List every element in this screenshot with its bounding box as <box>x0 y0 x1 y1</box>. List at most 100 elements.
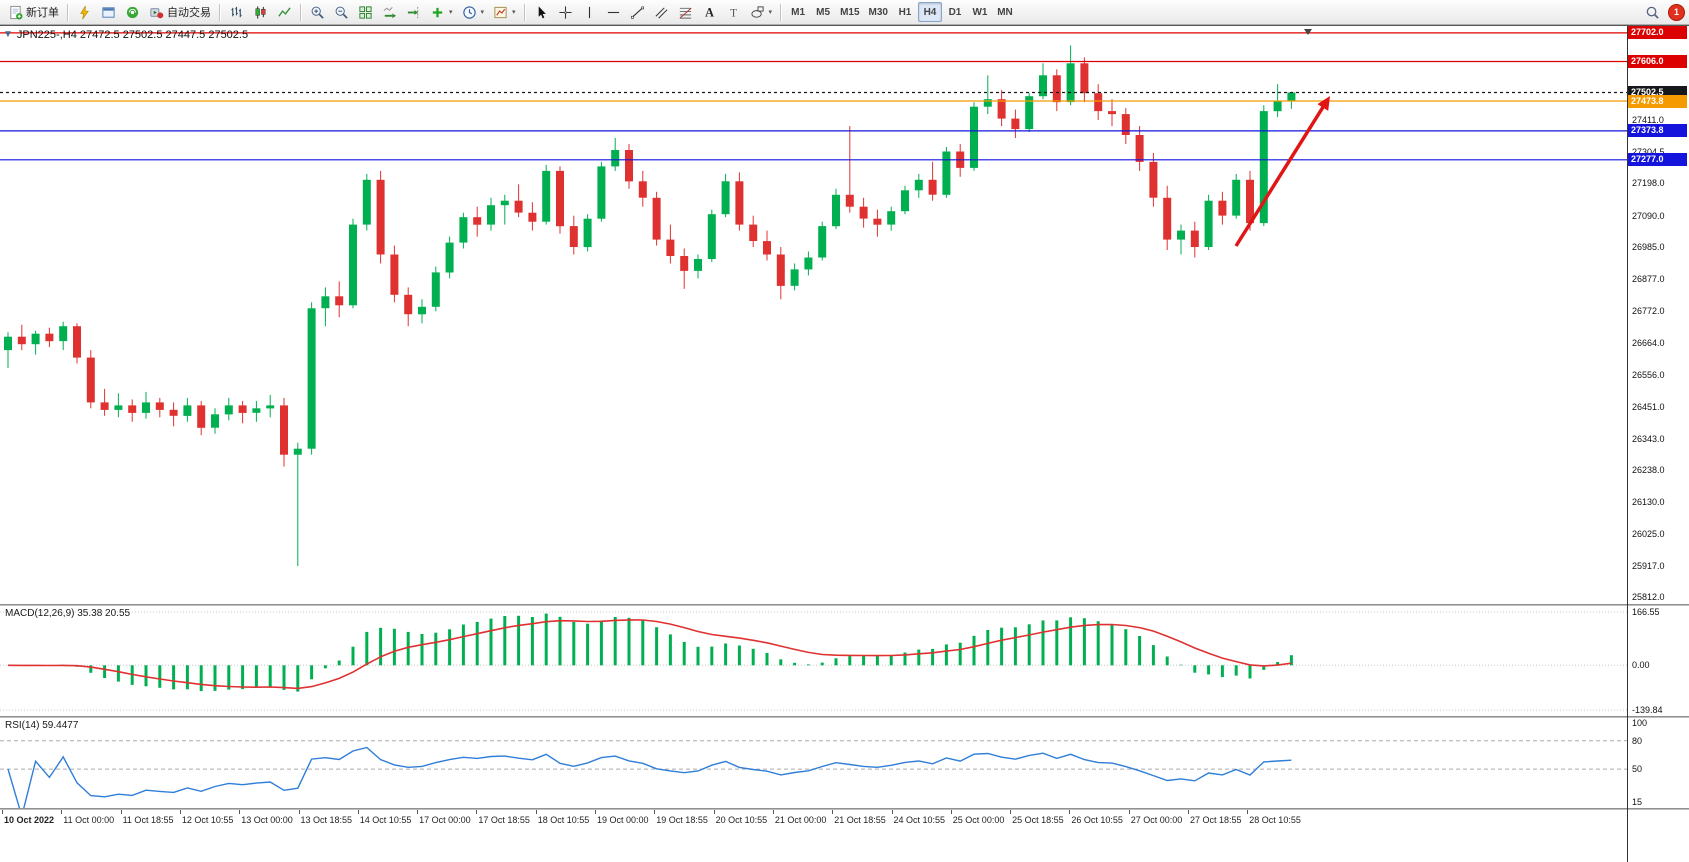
rsi-axis-label: 100 <box>1632 718 1648 728</box>
time-tick <box>832 810 834 814</box>
timeframe-D1[interactable]: D1 <box>948 6 962 18</box>
cursor-icon <box>534 5 549 20</box>
timeframe-MN[interactable]: MN <box>997 6 1013 18</box>
time-axis[interactable]: 10 Oct 2022 11 Oct 00:00 11 Oct 18:55 12 Oc… <box>0 810 1627 862</box>
zoom-in-icon <box>310 5 325 20</box>
price-chart-panel[interactable]: ▼ JPN225-,H4 27472.5 27502.5 27447.5 275… <box>0 26 1627 604</box>
bar-chart-mode-button[interactable] <box>225 2 248 22</box>
one-click-trading-toggle[interactable]: ▼ <box>3 29 13 40</box>
timeframe-H1[interactable]: H1 <box>898 6 912 18</box>
indicators-dropdown-arrow[interactable]: ▾ <box>449 9 453 16</box>
timeframe-M5[interactable]: M5 <box>816 6 831 18</box>
shapes-dropdown-arrow[interactable]: ▾ <box>768 9 773 16</box>
clock-icon <box>462 5 477 20</box>
zoom-in-button[interactable] <box>306 2 329 22</box>
time-axis-label: 26 Oct 10:55 <box>1071 815 1123 825</box>
timeframe-M30[interactable]: M30 <box>868 6 888 18</box>
search-button[interactable] <box>1641 2 1664 22</box>
macd-indicator-panel[interactable]: MACD(12,26,9) 35.38 20.55 <box>0 606 1627 716</box>
toolbar-separator <box>300 3 302 21</box>
macd-axis-label: 166.55 <box>1632 607 1660 617</box>
line-chart-mode-button[interactable] <box>273 2 296 22</box>
templates-button[interactable]: ▾ <box>489 2 520 22</box>
chart-shift-button[interactable] <box>402 2 425 22</box>
timeframe-H4[interactable]: H4 <box>917 2 942 22</box>
panel-separator[interactable] <box>0 808 1627 810</box>
rsi-indicator-panel[interactable]: RSI(14) 59.4477 <box>0 718 1627 808</box>
panel-separator[interactable] <box>0 716 1627 718</box>
candlestick-icon <box>253 5 268 20</box>
timeframe-M1[interactable]: M1 <box>791 6 806 18</box>
panel-separator[interactable] <box>0 604 1627 606</box>
channel-tool-button[interactable] <box>650 2 673 22</box>
time-axis-label: 10 Oct 2022 <box>4 815 55 825</box>
vertical-line-tool-button[interactable] <box>578 2 601 22</box>
macd-axis-label: -139.84 <box>1632 705 1663 715</box>
auto-scroll-button[interactable] <box>378 2 401 22</box>
time-tick <box>891 810 893 814</box>
time-tick <box>1188 810 1189 814</box>
time-tick <box>476 810 478 814</box>
macd-axis[interactable]: 166.55 0.00 -139.84 <box>1628 606 1689 716</box>
shapes-tool-button[interactable]: ▾ <box>746 2 777 22</box>
price-axis[interactable]: 27411.0 27304.5 27198.0 27090.0 26985.0 26877… <box>1628 26 1689 604</box>
time-axis-label: 21 Oct 00:00 <box>774 815 827 825</box>
search-icon <box>1645 5 1660 20</box>
horizontal-line-tool-button[interactable] <box>602 2 625 22</box>
macd-canvas[interactable] <box>0 606 1627 716</box>
price-level-box: 27373.8 <box>1628 124 1687 138</box>
timeframe-W1[interactable]: W1 <box>972 6 988 18</box>
channel-icon <box>654 5 669 20</box>
time-tick <box>1247 810 1249 814</box>
notification-badge[interactable]: 1 <box>1668 3 1685 21</box>
trendline-tool-button[interactable] <box>626 2 649 22</box>
main-chart-canvas[interactable] <box>0 26 1627 604</box>
time-tick <box>595 810 596 814</box>
rsi-axis[interactable]: 100 80 50 15 <box>1628 718 1689 808</box>
template-icon <box>493 5 508 20</box>
zoom-out-button[interactable] <box>330 2 353 22</box>
toolbar-separator <box>780 3 783 21</box>
templates-dropdown-arrow[interactable]: ▾ <box>512 9 516 16</box>
tile-windows-button[interactable] <box>354 2 377 22</box>
price-level-box: 27702.0 <box>1628 26 1687 40</box>
indicators-button[interactable]: ▾ <box>426 2 457 22</box>
price-level-box: 27606.0 <box>1628 55 1687 69</box>
news-button[interactable] <box>121 2 144 22</box>
periods-dropdown-arrow[interactable]: ▾ <box>480 9 485 16</box>
periods-button[interactable]: ▾ <box>458 2 489 22</box>
toolbar-separator <box>523 3 526 21</box>
tile-windows-icon <box>358 5 373 20</box>
auto-trading-label: 自动交易 <box>167 7 211 19</box>
time-tick <box>2 810 3 814</box>
time-axis-label: 20 Oct 10:55 <box>715 815 768 825</box>
macd-signal-line <box>7 619 1292 690</box>
metaeditor-button[interactable] <box>73 2 96 22</box>
rsi-canvas[interactable] <box>0 718 1627 808</box>
macd-axis-label: 0.00 <box>1632 660 1650 671</box>
shapes-icon <box>750 5 765 20</box>
trend-arrow-head <box>1317 96 1330 111</box>
time-tick <box>120 810 122 814</box>
candlestick-mode-button[interactable] <box>249 2 272 22</box>
fibonacci-tool-button[interactable] <box>674 2 697 22</box>
time-tick <box>1010 810 1012 814</box>
toolbar-separator <box>67 3 69 21</box>
price-axis-label: 26451.0 <box>1632 401 1665 412</box>
timeframe-M15[interactable]: M15 <box>840 6 860 18</box>
trend-arrow-annotation[interactable] <box>1234 102 1327 247</box>
text-icon <box>702 5 717 20</box>
text-label-tool-button[interactable] <box>722 2 745 22</box>
rsi-axis-label: 80 <box>1632 735 1643 746</box>
cursor-tool-button[interactable] <box>530 2 553 22</box>
axis-separator <box>1628 716 1689 718</box>
new-order-button[interactable]: 新订单 <box>4 2 63 22</box>
price-scale-column[interactable]: 27411.0 27304.5 27198.0 27090.0 26985.0 26877… <box>1627 26 1689 862</box>
chart-shift-marker[interactable] <box>1304 29 1312 35</box>
crosshair-tool-button[interactable] <box>554 2 577 22</box>
auto-trading-button[interactable]: 自动交易 <box>145 2 215 22</box>
auto-scroll-icon <box>382 5 397 20</box>
terminal-button[interactable] <box>97 2 120 22</box>
rsi-axis-label: 50 <box>1632 764 1643 775</box>
text-tool-button[interactable] <box>698 2 721 22</box>
